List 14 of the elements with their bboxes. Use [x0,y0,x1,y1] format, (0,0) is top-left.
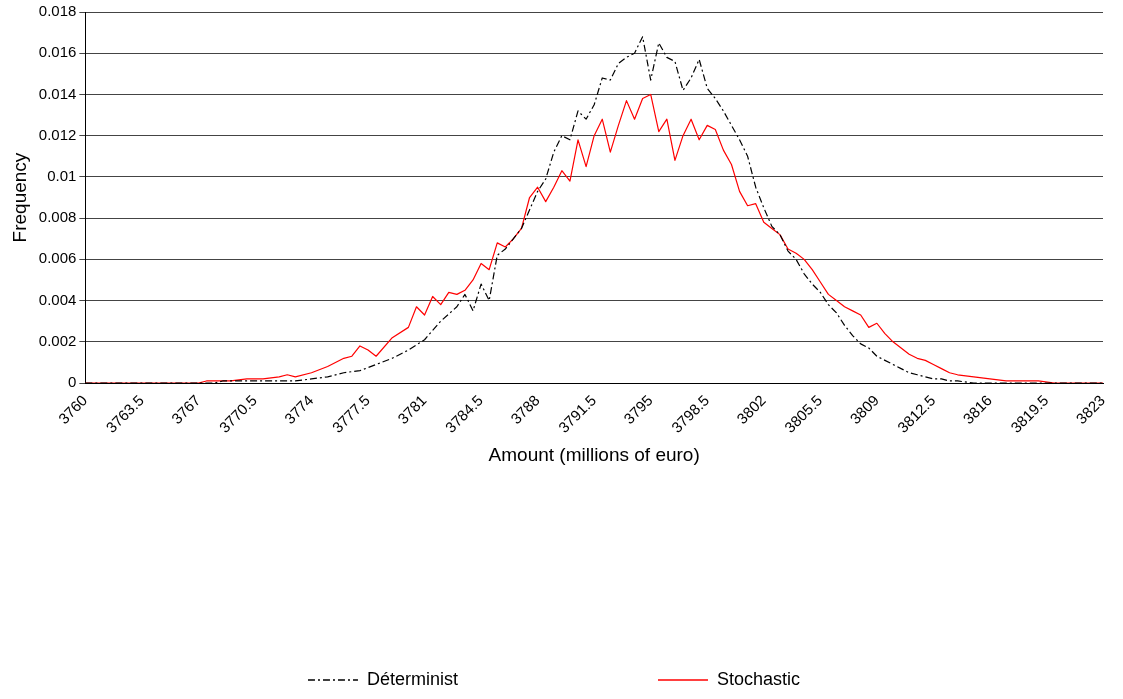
y-tick-label: 0.014 [38,84,77,102]
y-tick-label: 0.002 [38,331,77,349]
legend-label: Déterminist [366,668,458,689]
y-axis-title: Frequency [8,152,30,243]
y-tick-label: 0.006 [38,249,77,267]
y-tick-label: 0.012 [38,125,77,143]
y-tick-label: 0.018 [38,2,77,20]
x-axis-title: Amount (millions of euro) [488,443,700,465]
y-tick-label: 0.008 [38,208,77,226]
legend-label: Stochastic [716,668,801,689]
y-tick-label: 0.016 [38,43,77,61]
y-tick-label: 0.004 [38,290,77,308]
y-tick-label: 0 [67,373,77,391]
y-tick-label: 0.01 [47,167,77,185]
